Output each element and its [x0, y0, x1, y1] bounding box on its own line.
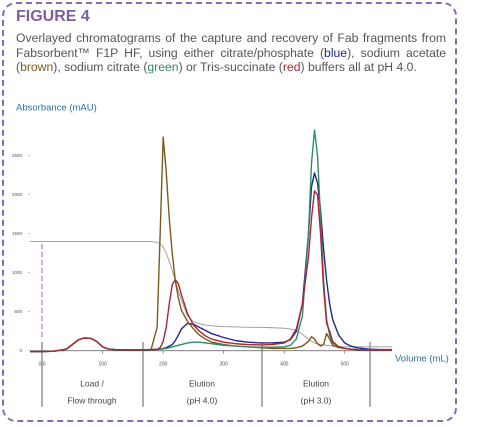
phase-label: Flow through: [67, 395, 116, 405]
x-axis-label: Volume (mL): [395, 354, 449, 365]
y-tick-label: 2000: [12, 192, 23, 197]
color-word: red: [282, 60, 301, 75]
card-border: [2, 2, 457, 422]
series-line: [30, 172, 392, 353]
y-tick-label: 0: [19, 348, 22, 353]
phase-label: (pH 3.0): [301, 395, 332, 405]
phase-label: (pH 4.0): [187, 395, 218, 405]
phase-label: Load /: [80, 378, 104, 388]
x-tick-label: 200: [159, 361, 168, 367]
color-word: green: [147, 60, 179, 75]
caption-text: ) buffers all at pH 4.0.: [300, 60, 417, 75]
phase-label: Elution: [303, 378, 329, 388]
caption-text: ), sodium citrate (: [53, 60, 148, 75]
series-line: [30, 241, 392, 348]
phase-label: Elution: [189, 378, 215, 388]
series-line: [30, 190, 392, 353]
x-tick-label: 100: [98, 361, 107, 367]
color-word: blue: [324, 45, 348, 60]
y-tick-label: 1000: [12, 270, 23, 275]
series-line: [30, 136, 392, 353]
x-tick-label: 500: [341, 361, 350, 367]
x-tick-label: 0.0: [39, 361, 46, 367]
x-tick-label: 300: [220, 361, 229, 367]
color-word: brown: [20, 60, 54, 75]
y-tick-label: 2500: [12, 153, 23, 158]
caption-text: ) or Tris-succinate (: [178, 60, 283, 75]
x-tick-label: 400: [280, 361, 289, 367]
caption: Overlayed chromatograms of the capture a…: [16, 31, 446, 75]
figure-title: FIGURE 4: [16, 8, 90, 25]
caption-text: ), sodium acetate (: [16, 45, 447, 75]
series-line: [30, 129, 392, 353]
y-axis-label: Absorbance (mAU): [16, 103, 97, 114]
y-tick-label: 1500: [12, 231, 23, 236]
caption-text: Overlayed chromatograms of the capture a…: [16, 31, 446, 60]
y-tick-label: 500: [14, 309, 22, 314]
